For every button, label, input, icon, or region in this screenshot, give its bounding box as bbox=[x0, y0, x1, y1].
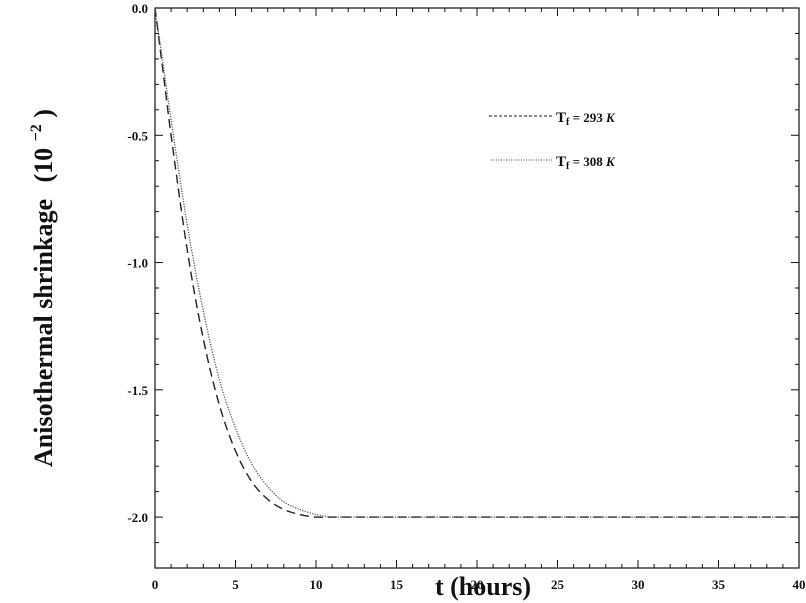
legend-label-308-rest: = 308 bbox=[569, 154, 606, 169]
x-tick-label: 0 bbox=[152, 577, 159, 592]
legend-label-308: Tf = 308 K bbox=[556, 154, 616, 172]
series-layer bbox=[154, 7, 799, 518]
y-tick-label: -1.5 bbox=[127, 383, 148, 398]
legend-label-308-t: T bbox=[556, 154, 566, 170]
series-line-293K bbox=[154, 7, 799, 518]
y-tick-label: -1.0 bbox=[127, 256, 148, 271]
x-tick-label: 30 bbox=[632, 577, 645, 592]
y-tick-label: 0.0 bbox=[132, 1, 148, 16]
y-axis-title-main: Anisothermal shrinkage bbox=[29, 199, 58, 467]
x-tick-label: 10 bbox=[310, 577, 323, 592]
x-tick-label: 25 bbox=[551, 577, 565, 592]
x-tick-label: 5 bbox=[232, 577, 239, 592]
y-tick-label: -2.0 bbox=[127, 510, 148, 525]
y-axis-ticks: 0.0 -0.5 -1.0 -1.5 -2.0 bbox=[127, 1, 799, 569]
legend-label-308-unit: K bbox=[605, 154, 616, 169]
y-tick-label: -0.5 bbox=[127, 128, 148, 143]
legend-label-308-sub: f bbox=[566, 161, 570, 172]
legend-item-293: Tf = 293 K bbox=[489, 110, 616, 128]
y-axis-title: Anisothermal shrinkage (10 −2 ) bbox=[18, 109, 58, 467]
plot-frame bbox=[154, 7, 800, 569]
x-tick-label: 15 bbox=[390, 577, 404, 592]
x-axis-title: t (hours) bbox=[435, 572, 531, 601]
legend-label-293: Tf = 293 K bbox=[556, 110, 616, 128]
x-tick-label: 40 bbox=[793, 577, 806, 592]
y-axis-title-unit-exp: −2 bbox=[28, 124, 45, 141]
legend-label-293-rest: = 293 bbox=[569, 110, 606, 125]
y-axis-title-unit-base: (10 bbox=[29, 148, 58, 183]
series-line-308K bbox=[154, 7, 799, 518]
x-axis-ticks: 0 5 10 15 20 25 30 35 40 bbox=[152, 8, 806, 592]
legend-item-308: Tf = 308 K bbox=[491, 154, 616, 172]
x-tick-label: 35 bbox=[712, 577, 726, 592]
legend-label-293-sub: f bbox=[566, 117, 570, 128]
legend-label-293-unit: K bbox=[605, 110, 616, 125]
y-axis-title-unit-close: ) bbox=[29, 109, 58, 118]
x-tick-label: 20 bbox=[471, 577, 484, 592]
legend: Tf = 293 K Tf = 308 K bbox=[489, 110, 616, 172]
legend-label-293-t: T bbox=[556, 110, 566, 126]
